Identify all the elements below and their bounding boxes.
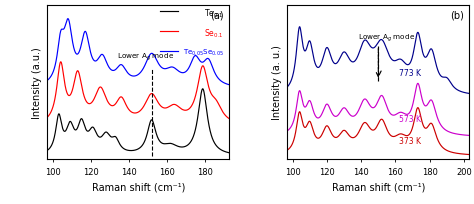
Text: (a): (a) — [210, 11, 224, 21]
Text: (b): (b) — [450, 11, 464, 21]
Text: 573 K: 573 K — [399, 114, 421, 123]
Y-axis label: Intensity (a. u.): Intensity (a. u.) — [272, 45, 282, 120]
Text: Lower A$_g$ mode: Lower A$_g$ mode — [118, 51, 174, 62]
Text: Lower A$_g$ mode: Lower A$_g$ mode — [358, 32, 415, 44]
Text: $\mathrm{Se_{0.1}}$: $\mathrm{Se_{0.1}}$ — [204, 28, 224, 40]
Text: $\mathrm{Te_{0.1}}$: $\mathrm{Te_{0.1}}$ — [204, 8, 224, 20]
Text: 773 K: 773 K — [399, 69, 421, 78]
X-axis label: Raman shift (cm⁻¹): Raman shift (cm⁻¹) — [91, 182, 185, 192]
Y-axis label: Intensity (a.u.): Intensity (a.u.) — [32, 47, 42, 118]
Text: $\mathrm{Te_{0.05}Se_{0.05}}$: $\mathrm{Te_{0.05}Se_{0.05}}$ — [182, 47, 224, 58]
Text: 373 K: 373 K — [399, 136, 421, 145]
X-axis label: Raman shift (cm⁻¹): Raman shift (cm⁻¹) — [332, 182, 425, 192]
